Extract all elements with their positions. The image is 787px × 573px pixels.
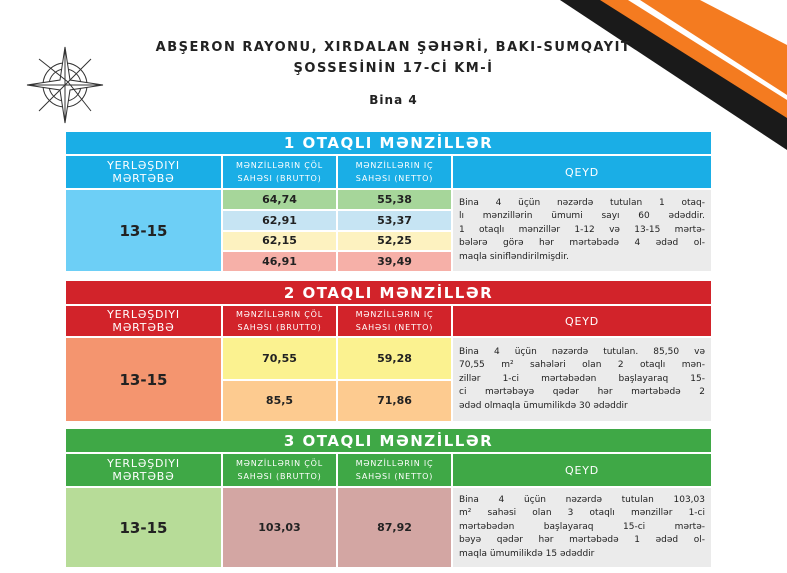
- note: Bina 4 üçün nəzərdə tutulan. 85,50 və 70,…: [452, 337, 712, 422]
- floor: 13-15: [65, 337, 222, 422]
- column-header-line: MƏRTƏBƏ: [112, 172, 175, 185]
- column-header-line: SAHƏSI (BRUTTO): [237, 472, 322, 481]
- note-line: bələrə görə hər mərtəbədə 4 ədəd ol-: [459, 238, 705, 249]
- floor: 13-15: [65, 189, 222, 272]
- column-header-line: SAHƏSI (BRUTTO): [237, 323, 322, 332]
- column-header-line: QEYD: [565, 314, 599, 328]
- area-value: 85,5: [222, 379, 337, 422]
- column-header-line: SAHƏSI (NETTO): [355, 174, 434, 183]
- floor: 13-15: [65, 487, 222, 568]
- note-line: 1 otaqlı mənzillər 1-12 və 13-15 mərtə-: [459, 224, 705, 235]
- note-line: 70,55 m² sahələri olan 2 otaqlı mən-: [459, 360, 705, 371]
- section-title: 2 OTAQLI MƏNZİLLƏR: [65, 280, 712, 305]
- note: Bina 4 üçün nəzərdə tutulan 103,03 m² sah…: [452, 487, 712, 568]
- column-header: QEYD: [452, 155, 712, 189]
- column-header: MƏNZİLLƏRIN IÇ SAHƏSI (NETTO): [337, 305, 452, 337]
- area-value: 59,28: [337, 337, 452, 380]
- column-header-line: SAHƏSI (NETTO): [355, 323, 434, 332]
- column-header-line: MƏNZİLLƏRIN IÇ: [355, 161, 434, 170]
- note-line: Bina 4 üçün nəzərdə tutulan 1 otaq-: [459, 197, 705, 208]
- note-line: lı mənzillərin ümumi sayı 60 ədəddir.: [459, 211, 705, 222]
- column-header: MƏNZİLLƏRIN ÇÖL SAHƏSI (BRUTTO): [222, 305, 337, 337]
- note-line: bəyə qədər hər mərtəbədə 1 ədəd ol-: [459, 535, 705, 546]
- column-header: QEYD: [452, 305, 712, 337]
- column-header-line: MƏRTƏBƏ: [112, 470, 175, 483]
- area-value: 62,15: [222, 230, 337, 252]
- column-header-line: YERLƏŞDIYI: [107, 308, 180, 321]
- section-title: 3 OTAQLI MƏNZİLLƏR: [65, 428, 712, 453]
- note-line: m² sahəsi olan 3 otaqlı mənzillər 1-ci: [459, 508, 705, 519]
- area-value: 62,91: [222, 209, 337, 231]
- area-value: 46,91: [222, 251, 337, 272]
- column-header: YERLƏŞDIYI MƏRTƏBƏ: [65, 305, 222, 337]
- column-header: YERLƏŞDIYI MƏRTƏBƏ: [65, 155, 222, 189]
- column-header-line: QEYD: [565, 463, 599, 477]
- column-header-line: YERLƏŞDIYI: [107, 457, 180, 470]
- note-line: maqla ümumilikdə 15 ədəddir: [459, 548, 595, 559]
- column-header-line: MƏRTƏBƏ: [112, 321, 175, 334]
- column-header-line: MƏNZİLLƏRIN ÇÖL: [235, 310, 324, 319]
- column-header-line: MƏNZİLLƏRIN ÇÖL: [235, 161, 324, 170]
- column-header: YERLƏŞDIYI MƏRTƏBƏ: [65, 453, 222, 487]
- area-value: 55,38: [337, 189, 452, 210]
- column-header-line: MƏNZİLLƏRIN IÇ: [355, 310, 434, 319]
- column-header: MƏNZİLLƏRIN ÇÖL SAHƏSI (BRUTTO): [222, 155, 337, 189]
- note-line: Bina 4 üçün nəzərdə tutulan 103,03: [459, 494, 705, 505]
- column-header-line: SAHƏSI (NETTO): [355, 472, 434, 481]
- area-value: 70,55: [222, 337, 337, 380]
- area-value: 39,49: [337, 251, 452, 272]
- area-value: 53,37: [337, 209, 452, 231]
- note-line: mərtəbədən başlayaraq 15-ci mərtə-: [459, 521, 705, 532]
- column-header-line: SAHƏSI (BRUTTO): [237, 174, 322, 183]
- area-value: 87,92: [337, 487, 452, 568]
- area-value: 103,03: [222, 487, 337, 568]
- column-header-line: QEYD: [565, 165, 599, 179]
- column-header: QEYD: [452, 453, 712, 487]
- column-header: MƏNZİLLƏRIN IÇ SAHƏSI (NETTO): [337, 155, 452, 189]
- area-value: 71,86: [337, 379, 452, 422]
- note-line: ci mərtəbəyə qədər hər mərtəbədə 2: [459, 387, 705, 398]
- subtitle: Bina 4: [369, 93, 418, 107]
- note-line: zillər 1-ci mərtəbədən başlayaraq 15-: [459, 373, 705, 384]
- note: Bina 4 üçün nəzərdə tutulan 1 otaq-lı mə…: [452, 189, 712, 272]
- area-value: 64,74: [222, 189, 337, 210]
- note-line: ədəd olmaqla ümumilikdə 30 ədəddir: [459, 400, 628, 411]
- section-title: 1 OTAQLI MƏNZİLLƏR: [65, 131, 712, 155]
- column-header: MƏNZİLLƏRIN ÇÖL SAHƏSI (BRUTTO): [222, 453, 337, 487]
- area-value: 52,25: [337, 230, 452, 252]
- column-header-line: MƏNZİLLƏRIN ÇÖL: [235, 459, 324, 468]
- title: ŞOSSESİNİN 17-Cİ KM-İ: [293, 61, 494, 76]
- title: ABŞERON RAYONU, XIRDALAN ŞƏHƏRİ, BAKI-SU…: [155, 40, 632, 55]
- column-header-line: MƏNZİLLƏRIN IÇ: [355, 459, 434, 468]
- note-line: Bina 4 üçün nəzərdə tutulan. 85,50 və: [459, 346, 705, 357]
- column-header: MƏNZİLLƏRIN IÇ SAHƏSI (NETTO): [337, 453, 452, 487]
- note-line: maqla sinifləndirilmişdir.: [459, 251, 569, 262]
- column-header-line: YERLƏŞDIYI: [107, 159, 180, 172]
